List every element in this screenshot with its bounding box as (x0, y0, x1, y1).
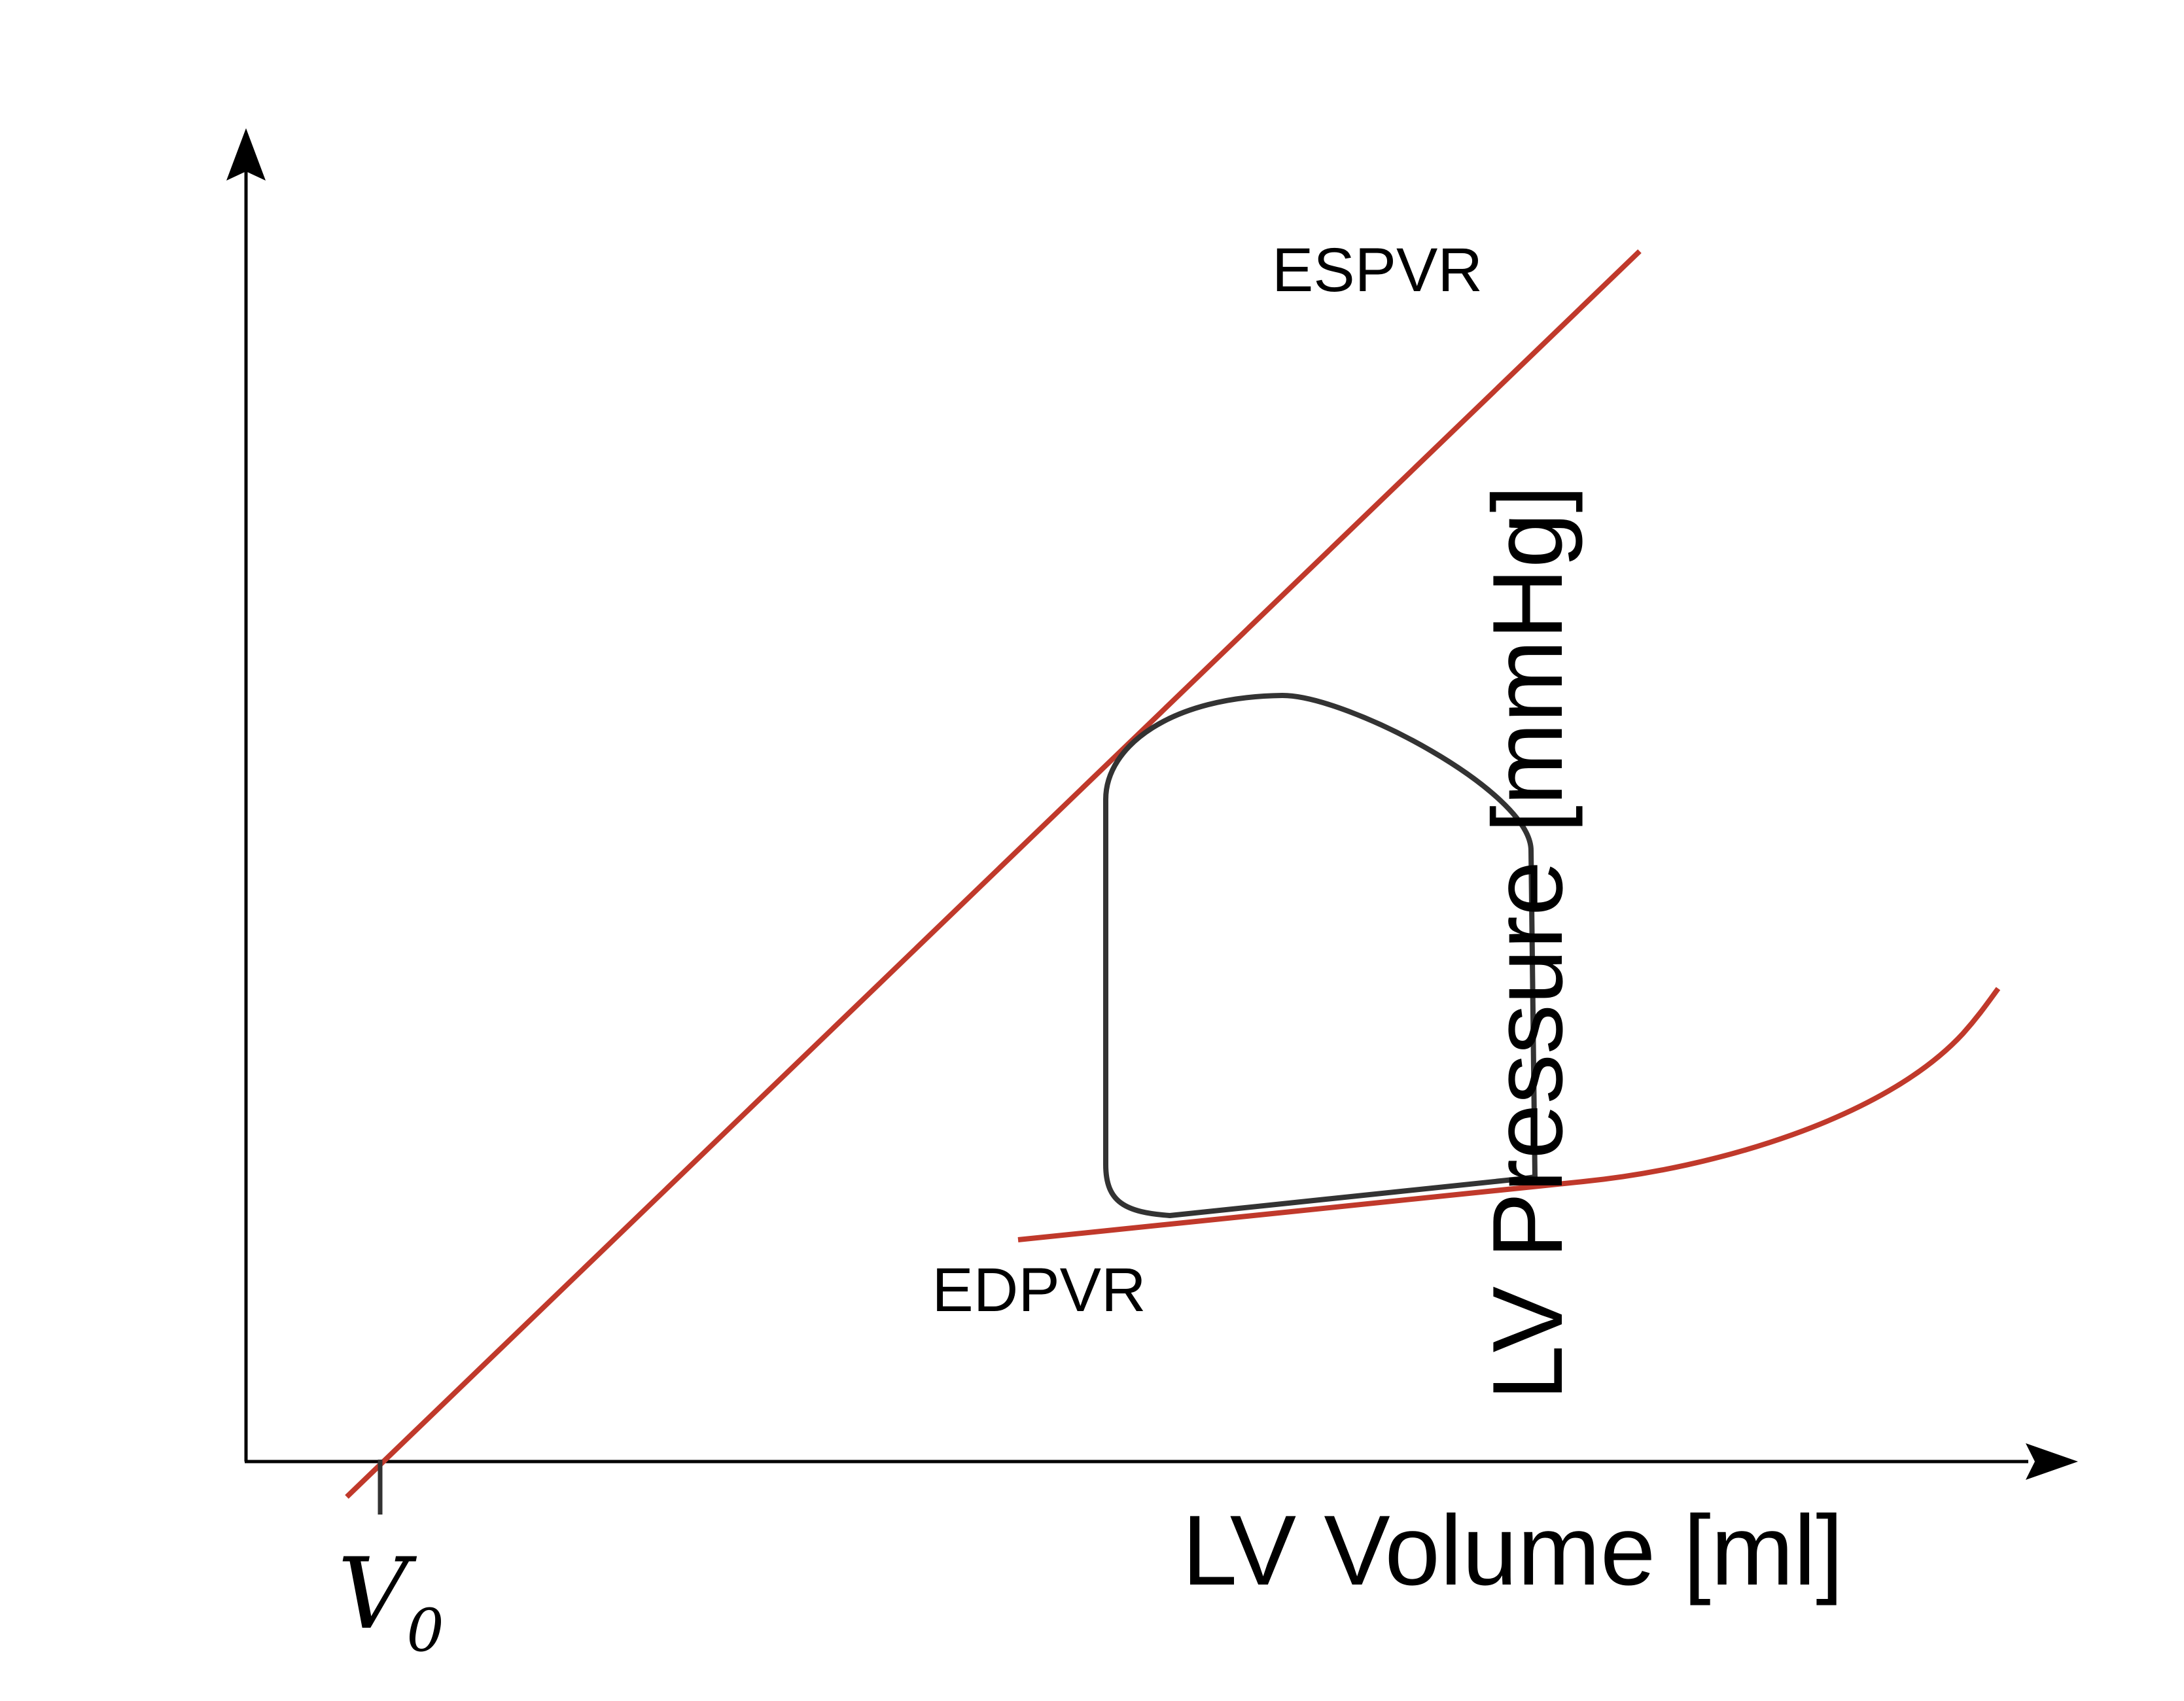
y-axis-arrow (226, 128, 266, 181)
pv-loop (1103, 693, 1538, 1218)
y-axis-title: LV Pressure [mmHg] (1472, 485, 1583, 1400)
v0-subscript: 0 (406, 1596, 444, 1665)
axes (226, 128, 2078, 1480)
edpvr-curve (1017, 987, 2001, 1242)
x-axis-title: LV Volume [ml] (1182, 1495, 1844, 1606)
x-axis-arrow (2026, 1443, 2078, 1480)
espvr-label: ESPVR (1272, 236, 1483, 305)
v0-main-symbol: V (338, 1537, 417, 1651)
edpvr-label: EDPVR (932, 1255, 1146, 1325)
v0-label: V 0 (338, 1537, 444, 1665)
espvr-line (345, 249, 1642, 1499)
